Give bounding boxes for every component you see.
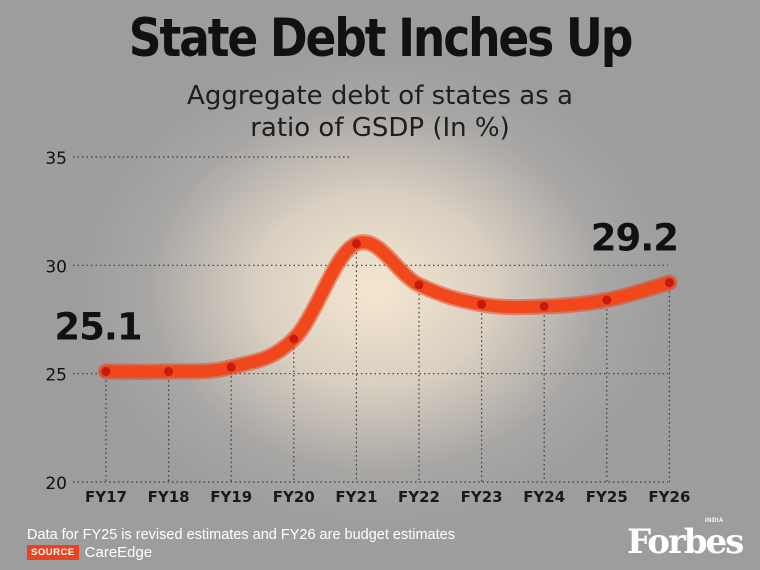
y-tick-label: 20 (45, 474, 67, 494)
x-tick-label: FY19 (210, 488, 252, 506)
logo-tag: INDIA (705, 518, 724, 524)
data-point (414, 280, 424, 290)
data-point (539, 302, 549, 311)
footnote: Data for FY25 is revised estimates and F… (27, 527, 455, 543)
x-tick-label: FY22 (398, 488, 440, 506)
data-point (164, 367, 174, 376)
data-point (602, 295, 612, 305)
chart-subtitle: Aggregate debt of states as a ratio of G… (187, 81, 573, 143)
y-tick-label: 35 (45, 149, 67, 169)
data-label: 29.2 (591, 217, 678, 260)
forbes-logo: INDIA Forbes (627, 518, 747, 562)
source-badge: SOURCE (27, 545, 79, 560)
x-tick-label: FY20 (273, 488, 315, 506)
data-point (101, 367, 111, 376)
logo-word: Forbes (627, 522, 744, 562)
x-tick-label: FY17 (85, 488, 127, 506)
x-tick-label: FY25 (586, 488, 628, 506)
x-tick-label: FY24 (523, 488, 565, 506)
series-line (100, 236, 676, 378)
y-tick-label: 30 (45, 257, 67, 277)
x-tick-label: FY26 (648, 488, 690, 506)
data-point (289, 334, 299, 344)
data-point (477, 299, 487, 309)
data-label: 25.1 (54, 306, 141, 349)
chart-title: State Debt Inches Up (128, 8, 634, 69)
data-point (351, 239, 361, 249)
data-point (226, 362, 236, 372)
y-tick-label: 25 (45, 366, 67, 386)
x-tick-label: FY18 (148, 488, 190, 506)
x-tick-label: FY23 (461, 488, 503, 506)
data-point (664, 278, 674, 288)
x-tick-label: FY21 (335, 488, 377, 506)
source-line: SOURCE CareEdge (27, 544, 152, 561)
source-name: CareEdge (84, 544, 153, 561)
